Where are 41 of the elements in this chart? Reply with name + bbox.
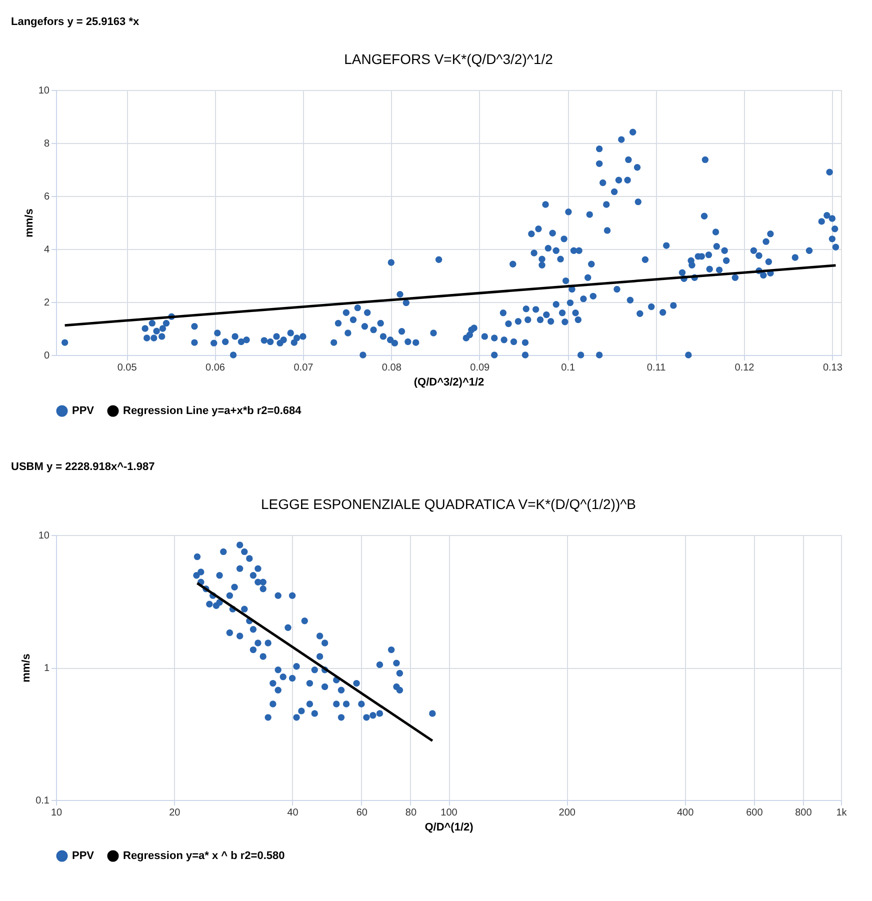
y-axis-title: mm/s (20, 654, 33, 682)
x-tick-label: 60 (356, 808, 368, 818)
y-tick-label: 0.1 (36, 796, 50, 806)
y-axis-title: mm/s (23, 208, 36, 238)
x-tick-label: 80 (405, 808, 417, 818)
x-tick-label: 40 (287, 808, 299, 818)
text: Langefors y = 25.9163 *x (11, 16, 140, 28)
legend-label: Regression Line y=a+x*b r2=0.684 (123, 405, 302, 417)
text: USBM y = 2228.918x^-1.987 (11, 461, 155, 473)
y-tick-label: 1 (44, 663, 50, 674)
y-tick-label: 10 (38, 530, 50, 542)
y-tick-label: 6 (44, 192, 50, 202)
x-tick-label: 400 (676, 808, 694, 818)
x-tick-label: 0.13 (822, 362, 843, 374)
x-tick-label: 20 (169, 808, 181, 818)
x-tick-label: 200 (558, 808, 576, 818)
legend-label: PPV (72, 850, 95, 862)
x-tick-label: 0.06 (206, 362, 226, 374)
x-tick-label: 0.11 (646, 362, 666, 374)
legend-label: PPV (72, 405, 95, 417)
x-tick-label: 0.08 (382, 362, 402, 374)
x-tick-label: 10 (50, 808, 62, 818)
x-tick-label: 0.07 (294, 362, 314, 374)
x-tick-label: 800 (795, 808, 812, 818)
legend-label: Regression y=a* x ^ b r2=0.580 (123, 850, 285, 862)
x-tick-label: 0.1 (561, 362, 576, 374)
x-axis-title: (Q/D^3/2)^1/2 (414, 376, 484, 388)
y-tick-label: 0 (44, 350, 50, 362)
y-tick-label: 8 (44, 138, 50, 150)
y-tick-label: 2 (44, 298, 50, 308)
chart-title: LANGEFORS V=K*(Q/D^3/2)^1/2 (344, 51, 554, 67)
x-tick-label: 0.12 (734, 362, 755, 374)
x-tick-label: 100 (440, 808, 458, 818)
x-tick-label: 600 (746, 808, 764, 818)
x-axis-title: Q/D^(1/2) (424, 822, 474, 834)
chart-title: LEGGE ESPONENZIALE QUADRATICA V=K*(D/Q^(1/2))^B (260, 496, 636, 512)
x-tick-label: 0.05 (117, 362, 138, 374)
x-tick-label: 1k (836, 808, 848, 818)
x-tick-label: 0.09 (470, 362, 490, 374)
y-tick-label: 10 (38, 86, 50, 96)
y-tick-label: 4 (44, 244, 50, 256)
